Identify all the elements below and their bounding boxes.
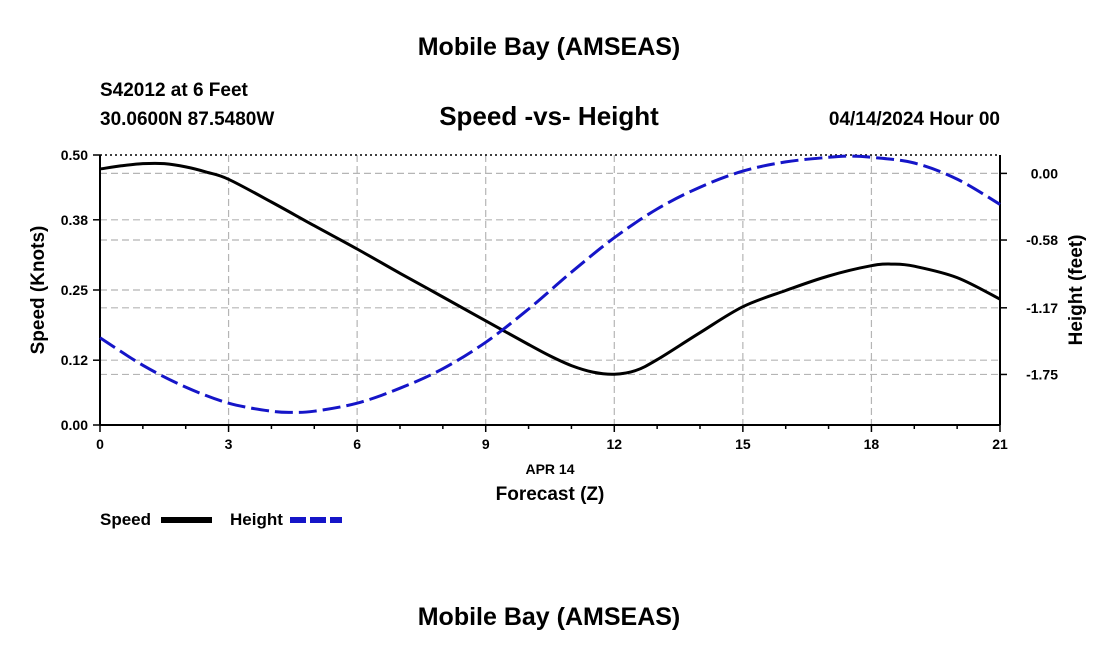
series-lines xyxy=(99,154,1001,414)
y-left-tick-label: 0.25 xyxy=(61,282,88,298)
footer-title: Mobile Bay (AMSEAS) xyxy=(418,603,681,631)
x-tick-label: 0 xyxy=(96,436,104,452)
legend-label-speed: Speed xyxy=(100,510,151,529)
station-label: S42012 at 6 Feet xyxy=(100,80,249,101)
x-tick-label: 21 xyxy=(992,436,1008,452)
axis-ticks xyxy=(93,154,1007,432)
y-left-tick-label: 0.38 xyxy=(61,212,88,228)
x-tick-label: 3 xyxy=(225,436,233,452)
x-tick-label: 6 xyxy=(353,436,361,452)
x-tick-label: 18 xyxy=(864,436,880,452)
legend: Speed Height xyxy=(100,510,342,529)
y-left-tick-label: 0.50 xyxy=(61,147,88,163)
y-right-tick-label: -1.17 xyxy=(1026,300,1058,316)
x-axis-label: Forecast (Z) xyxy=(496,484,605,505)
x-tick-label: 12 xyxy=(606,436,622,452)
chart-title: Mobile Bay (AMSEAS) xyxy=(418,33,681,61)
date-label: APR 14 xyxy=(525,461,574,477)
legend-label-height: Height xyxy=(230,510,283,529)
y-axis-left-label: Speed (Knots) xyxy=(28,226,49,355)
series-line-speed xyxy=(99,161,1001,376)
location-label: 30.0600N 87.5480W xyxy=(100,109,274,130)
y-left-tick-label: 0.00 xyxy=(61,417,88,433)
y-axis-right-label: Height (feet) xyxy=(1066,235,1087,346)
grid xyxy=(100,155,1000,425)
x-tick-label: 9 xyxy=(482,436,490,452)
x-tick-label: 15 xyxy=(735,436,751,452)
series-line-height xyxy=(99,154,1001,414)
tick-labels: 0 3 6 9 12 15 18 21 0.00 0.12 0.25 0.38 0.50 0.00 -0.5… xyxy=(61,147,1058,452)
y-right-tick-label: 0.00 xyxy=(1031,165,1058,181)
y-right-tick-label: -0.58 xyxy=(1026,232,1058,248)
y-right-tick-label: -1.75 xyxy=(1026,366,1058,382)
chart-subtitle: Speed -vs- Height xyxy=(439,101,659,131)
datetime-label: 04/14/2024 Hour 00 xyxy=(829,109,1000,130)
y-left-tick-label: 0.12 xyxy=(61,352,88,368)
